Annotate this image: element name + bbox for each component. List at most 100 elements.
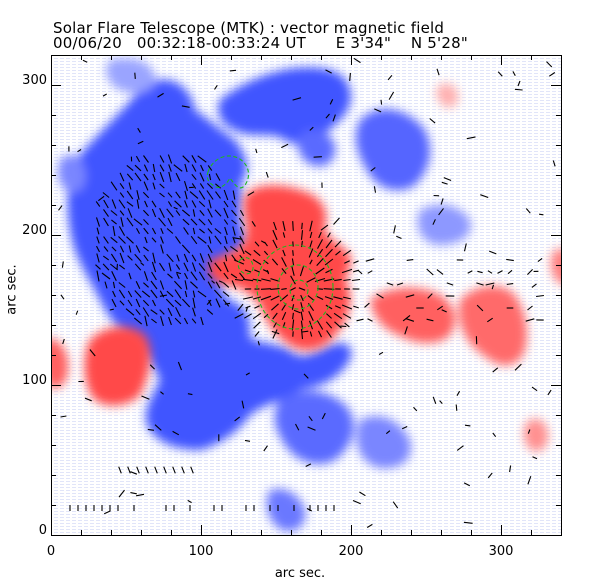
field-contours [206, 155, 334, 330]
field-vector [260, 295, 272, 301]
field-vector [135, 245, 141, 253]
field-vector [175, 191, 181, 199]
y-tick-label: 0 [39, 523, 47, 538]
field-vector [190, 281, 198, 289]
field-vector [463, 521, 473, 524]
field-vector [126, 164, 134, 172]
field-vector [174, 289, 182, 299]
field-vector [353, 305, 359, 309]
field-vector [281, 143, 289, 149]
field-vector [307, 295, 315, 301]
field-vector [272, 229, 278, 241]
field-vector [173, 164, 183, 172]
field-vector [291, 266, 295, 276]
field-vector [223, 189, 229, 201]
field-vector [167, 307, 173, 317]
field-vector [207, 183, 213, 189]
field-vector [109, 308, 114, 311]
field-vector [172, 430, 180, 436]
field-vector [183, 227, 189, 235]
field-vector [548, 72, 556, 77]
field-vector [135, 298, 141, 308]
field-vector [492, 432, 497, 438]
field-vector [300, 302, 304, 312]
field-vector [318, 330, 322, 338]
field-vector [402, 314, 411, 322]
field-vector [184, 290, 188, 298]
field-vector [60, 294, 65, 300]
field-vector [367, 318, 373, 322]
field-vector [325, 239, 333, 249]
contour-negative-core [206, 155, 250, 189]
field-vector [152, 163, 156, 173]
field-vector [96, 236, 100, 244]
field-vector [253, 321, 261, 329]
field-vector [356, 318, 364, 322]
field-vector [112, 281, 116, 289]
field-vector [181, 209, 191, 217]
field-vector [234, 278, 244, 282]
field-vector [385, 430, 391, 435]
field-vector [143, 271, 149, 281]
field-vector [119, 300, 125, 306]
field-vector [334, 321, 342, 329]
field-vector [446, 282, 454, 286]
field-vector [514, 363, 522, 371]
field-vector [215, 173, 221, 181]
field-vector [150, 289, 158, 299]
field-vector [157, 92, 164, 98]
field-vector [172, 466, 176, 474]
field-vector [141, 395, 150, 400]
field-vector [546, 61, 553, 68]
field-vector [130, 492, 137, 495]
field-vector [321, 412, 326, 420]
field-vector [127, 208, 133, 218]
field-vector [380, 99, 383, 105]
field-vector [525, 208, 531, 214]
field-vector [151, 318, 157, 324]
field-vector [136, 199, 140, 209]
field-vector [326, 313, 332, 319]
field-vector [492, 367, 499, 373]
field-vector [151, 227, 157, 235]
field-vector [467, 270, 473, 274]
field-vector [335, 250, 341, 256]
field-vector [260, 288, 272, 290]
field-vector [207, 165, 213, 171]
field-vector [485, 282, 495, 286]
field-vector [353, 57, 361, 64]
field-vector [365, 258, 375, 262]
field-vector [159, 280, 165, 290]
field-vector [547, 389, 552, 396]
field-vector [187, 499, 192, 504]
field-vector [527, 476, 532, 485]
positive-region-small-2 [523, 418, 549, 452]
field-vector [176, 254, 180, 262]
field-vector [307, 426, 316, 431]
field-vector [111, 270, 117, 282]
field-vector [241, 400, 245, 409]
field-vector [183, 253, 189, 263]
field-vector [325, 113, 330, 119]
field-vector [143, 181, 149, 191]
field-vector [265, 171, 269, 178]
field-vector [512, 71, 516, 76]
field-vector [308, 311, 314, 321]
y-tick-label: 200 [22, 223, 47, 238]
field-vector [491, 284, 495, 290]
field-vector [222, 299, 230, 307]
field-vector [134, 172, 142, 182]
field-vector [301, 222, 303, 230]
negative-region-center [298, 129, 336, 167]
field-vector [282, 220, 286, 232]
field-vector [151, 208, 157, 218]
field-vector [309, 331, 313, 337]
field-vector [141, 290, 151, 298]
positive-polarity-regions [51, 83, 561, 452]
field-vector [103, 246, 109, 252]
field-vector [497, 71, 503, 77]
field-vector [426, 268, 434, 276]
negative-region-northeast [355, 109, 431, 191]
field-vector [192, 297, 196, 309]
field-vector [119, 210, 125, 216]
